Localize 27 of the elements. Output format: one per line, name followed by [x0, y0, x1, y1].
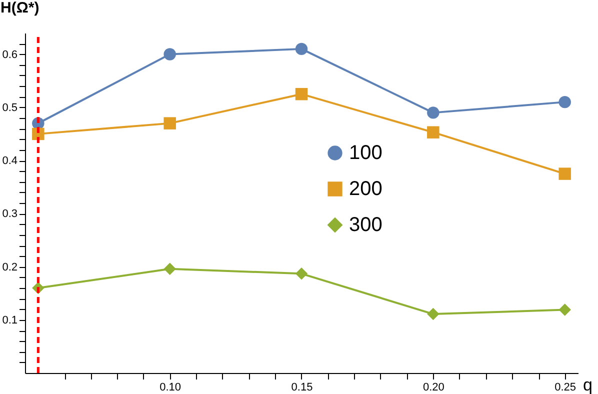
y-tick-label: 0.5 [2, 102, 18, 114]
x-tick-label: 0.10 [160, 382, 182, 394]
y-axis-title: H(Ω*) [0, 0, 40, 16]
point [164, 117, 176, 130]
point [427, 106, 440, 119]
x-tick-label: 0.25 [554, 382, 576, 394]
point [427, 126, 440, 138]
point [164, 48, 176, 60]
x-tick-label: 0.15 [291, 382, 313, 394]
point [558, 304, 571, 316]
y-tick-label: 0.2 [2, 261, 18, 274]
x-tick-label: 0.20 [422, 382, 444, 394]
point [427, 308, 440, 320]
legend-label: 100 [349, 142, 382, 164]
point [164, 262, 176, 275]
point [295, 42, 308, 56]
y-tick-label: 0.6 [2, 48, 18, 61]
y-tick-label: 0.1 [2, 314, 18, 326]
point [558, 96, 571, 108]
point [295, 268, 308, 280]
legend-label: 200 [349, 178, 382, 200]
legend-label: 300 [349, 214, 382, 236]
y-tick-label: 0.4 [2, 155, 18, 167]
point [295, 88, 308, 100]
x-axis-title: q [583, 376, 592, 394]
y-tick-label: 0.3 [2, 208, 18, 220]
point [558, 168, 571, 180]
